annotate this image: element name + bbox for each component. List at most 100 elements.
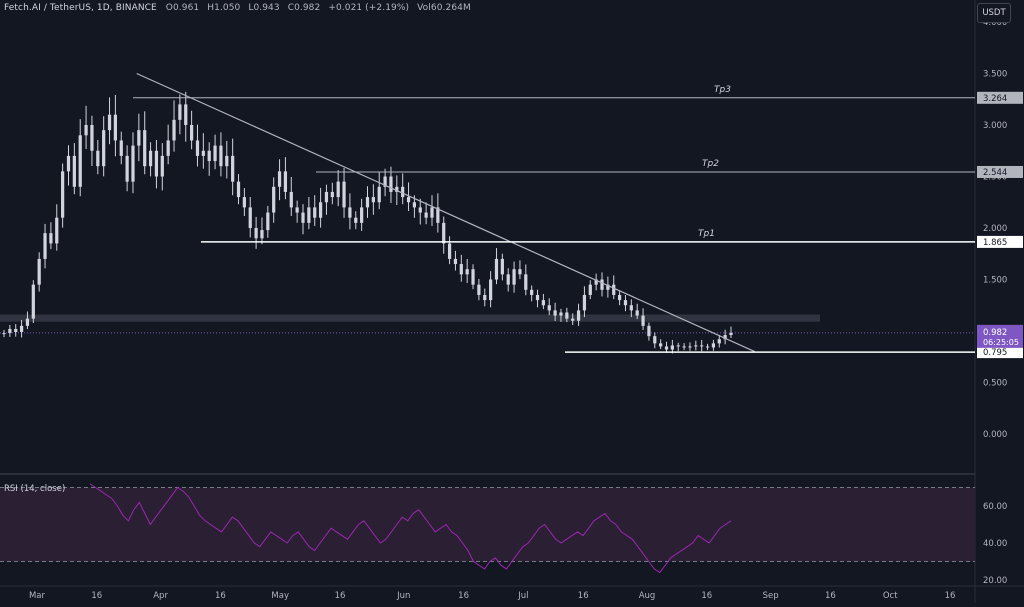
time-tick-label: 16 <box>91 591 102 601</box>
candle-body <box>506 274 510 285</box>
candle-body <box>72 155 76 187</box>
candle-body <box>348 207 352 218</box>
candle-body <box>594 279 598 285</box>
level-price-badge <box>977 91 1023 104</box>
candle-body <box>371 197 375 203</box>
level-price-badge-text: 1.865 <box>983 238 1007 248</box>
candle-body <box>313 207 317 218</box>
candle-body <box>559 312 563 316</box>
candle-body <box>676 345 680 347</box>
candle-body <box>43 233 47 259</box>
candle-body <box>705 346 710 348</box>
candle-body <box>465 269 469 275</box>
candle-body <box>653 336 657 344</box>
candle-body <box>576 310 581 321</box>
ohlc-legend: Fetch.AI / TetherUS, 1D, BINANCE O0.961 … <box>4 3 476 13</box>
candle-body <box>541 300 545 306</box>
candle-body <box>295 207 299 213</box>
rsi-title[interactable]: RSI (14, close) <box>4 484 66 494</box>
candle-body <box>588 284 592 295</box>
candle-body <box>324 191 329 203</box>
candle-body <box>600 279 604 290</box>
candle-body <box>729 332 733 336</box>
candle-body <box>424 212 428 218</box>
candle-body <box>336 181 340 198</box>
price-tick-label: 3.500 <box>983 70 1007 80</box>
candle-body <box>90 125 94 151</box>
candle-body <box>119 140 123 156</box>
candle-body <box>143 130 147 167</box>
candle-body <box>31 284 35 319</box>
candle-body <box>8 328 12 334</box>
candle-body <box>571 318 575 321</box>
candle-body <box>641 315 645 326</box>
time-tick-label: Jun <box>396 591 410 601</box>
candle-body <box>606 284 610 290</box>
candle-body <box>307 207 311 223</box>
time-tick-label: May <box>271 591 289 601</box>
currency-button[interactable]: USDT <box>977 3 1011 23</box>
last-price-badge <box>977 324 1023 348</box>
volume-value: Vol60.264M <box>417 3 471 13</box>
candle-body <box>107 114 112 131</box>
candle-body <box>318 202 323 218</box>
candle-body <box>377 186 381 203</box>
candle-body <box>489 279 493 301</box>
candle-body <box>483 294 487 301</box>
candle-body <box>700 345 704 347</box>
time-tick-label: Oct <box>883 591 898 601</box>
candle-body <box>61 171 65 218</box>
candle-body <box>401 186 405 198</box>
change-value: +0.021 (+2.19%) <box>328 3 410 13</box>
candle-body <box>430 207 434 218</box>
rsi-tick-label: 20.00 <box>983 576 1007 586</box>
descending-trendline <box>136 72 755 353</box>
candle-body <box>236 181 241 198</box>
candle-body <box>272 186 276 213</box>
price-tick-label: 3.000 <box>983 121 1007 131</box>
candle-body <box>37 258 41 285</box>
level-price-badge-text: 0.795 <box>983 348 1007 358</box>
time-tick-label: Jul <box>517 591 528 601</box>
time-tick-label: 16 <box>578 591 589 601</box>
candle-body <box>242 197 246 208</box>
candle-body <box>530 289 534 295</box>
candle-body <box>688 346 692 348</box>
candle-body <box>395 186 399 192</box>
candle-body <box>160 155 164 177</box>
candle-body <box>553 310 557 316</box>
price-tick-label: 0.000 <box>983 430 1007 440</box>
level-price-badge-text: 2.544 <box>983 168 1007 178</box>
candle-body <box>184 104 188 125</box>
candle-body <box>248 207 252 228</box>
candle-body <box>647 325 651 337</box>
candle-body <box>354 217 358 223</box>
candle-body <box>453 258 458 265</box>
candle-body <box>78 135 82 187</box>
candle-body <box>225 155 229 167</box>
candle-body <box>301 212 305 223</box>
candle-body <box>512 269 516 285</box>
rsi-tick-label: 60.00 <box>983 502 1007 512</box>
high-value: H1.050 <box>207 3 241 13</box>
candle-body <box>664 346 669 350</box>
candle-body <box>102 130 106 167</box>
candle-body <box>190 125 194 141</box>
candle-body <box>148 150 153 167</box>
candle-body <box>670 345 674 350</box>
level-price-badge <box>977 165 1023 178</box>
candle-body <box>283 171 288 192</box>
candle-body <box>360 207 364 223</box>
candle-body <box>682 346 686 348</box>
candle-body <box>19 325 24 333</box>
candle-body <box>131 145 135 182</box>
target-level-label: Tp3 <box>714 85 731 95</box>
symbol-title[interactable]: Fetch.AI / TetherUS, 1D, BINANCE <box>4 3 157 13</box>
time-tick-label: Sep <box>763 591 779 601</box>
candle-body <box>565 312 569 319</box>
candle-body <box>66 155 71 172</box>
time-tick-label: 16 <box>215 591 226 601</box>
candle-body <box>547 305 551 311</box>
